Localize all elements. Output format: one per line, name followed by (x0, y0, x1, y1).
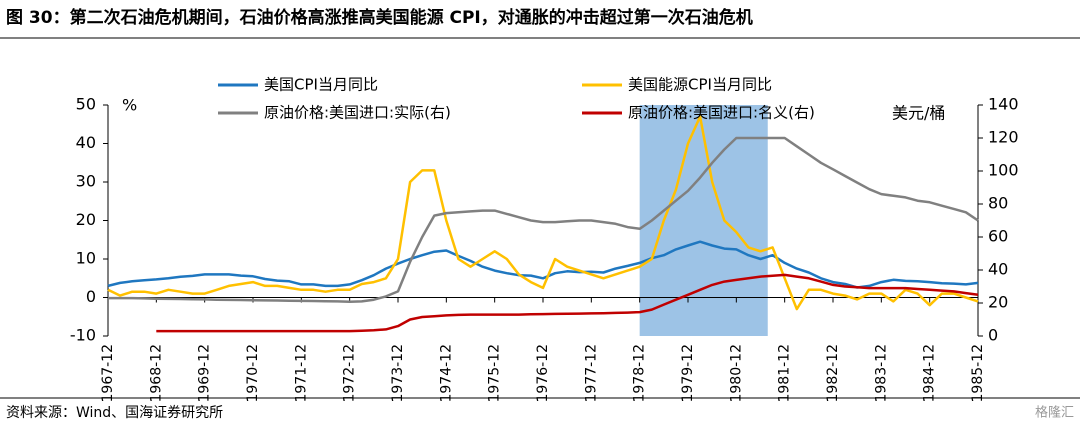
x-tick-label: 1967-12 (100, 344, 116, 403)
series-line (107, 115, 979, 311)
series-line (156, 273, 979, 333)
x-tick-label: 1979-12 (680, 344, 696, 403)
y-tick-label: 10 (76, 249, 96, 268)
y-tick-label: 20 (76, 210, 96, 229)
x-tick-label: 1971-12 (293, 344, 309, 403)
y2-unit: 美元/桶 (892, 104, 945, 123)
series-line (107, 240, 979, 289)
x-tick-label: 1972-12 (342, 344, 358, 403)
x-tick-label: 1968-12 (148, 344, 164, 403)
y2-tick-label: 120 (988, 128, 1019, 147)
series-line (108, 136, 979, 303)
legend-label: 美国能源CPI当月同比 (628, 76, 772, 94)
x-tick-label: 1982-12 (825, 344, 841, 403)
x-tick-label: 1980-12 (728, 344, 744, 403)
x-tick-label: 1970-12 (245, 344, 261, 403)
x-tick-label: 1985-12 (970, 344, 986, 403)
y-tick-label: 0 (86, 287, 96, 306)
x-tick-label: 1984-12 (922, 344, 938, 403)
y2-tick-label: 40 (988, 260, 1008, 279)
x-tick-label: 1978-12 (632, 344, 648, 403)
x-tick-label: 1977-12 (583, 344, 599, 403)
y2-tick-label: 100 (988, 161, 1019, 180)
y-tick-label: 30 (76, 172, 96, 191)
chart-title: 图 30：第二次石油危机期间，石油价格高涨推高美国能源 CPI，对通胀的冲击超过… (6, 7, 753, 28)
legend-label: 美国CPI当月同比 (264, 76, 378, 94)
x-tick-label: 1974-12 (438, 344, 454, 403)
y-tick-label: 40 (76, 133, 96, 152)
y2-tick-label: 80 (988, 194, 1008, 213)
x-tick-label: 1981-12 (777, 344, 793, 403)
y2-tick-label: 0 (988, 326, 998, 345)
legend-label: 原油价格:美国进口:实际(右) (264, 104, 451, 122)
x-tick-label: 1983-12 (873, 344, 889, 403)
watermark: 格隆汇 (1035, 405, 1074, 421)
x-tick-label: 1976-12 (535, 344, 551, 403)
y-tick-label: -10 (70, 326, 96, 345)
y2-tick-label: 140 (988, 95, 1019, 114)
y2-tick-label: 60 (988, 227, 1008, 246)
y2-tick-label: 20 (988, 293, 1008, 312)
legend-label: 原油价格:美国进口:名义(右) (628, 104, 815, 122)
x-tick-label: 1969-12 (197, 344, 213, 403)
source: 资料来源：Wind、国海证券研究所 (6, 405, 223, 421)
y-unit: % (122, 96, 137, 115)
x-tick-label: 1975-12 (487, 344, 503, 403)
y-tick-label: 50 (76, 95, 96, 114)
x-tick-label: 1973-12 (390, 344, 406, 403)
